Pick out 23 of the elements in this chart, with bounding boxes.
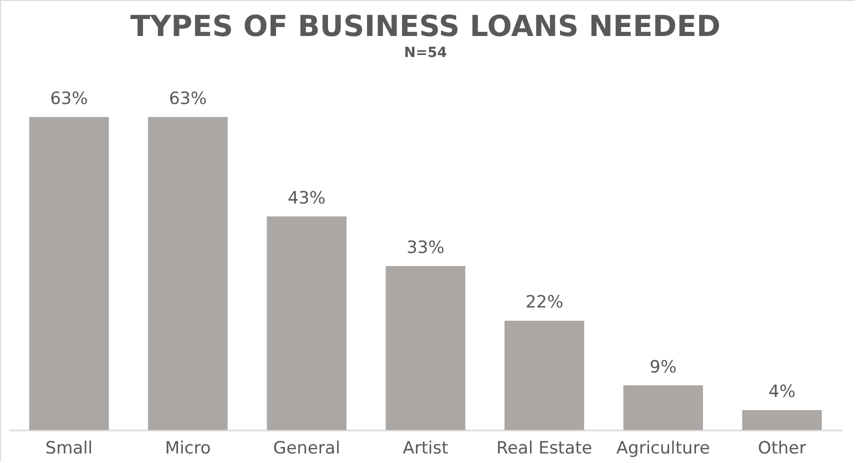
data-label: 22% (525, 292, 564, 313)
bar (29, 117, 109, 430)
bar (386, 266, 466, 430)
bar (623, 385, 703, 430)
x-tick-label: Micro (164, 438, 211, 458)
x-tick-label: Agriculture (616, 438, 710, 458)
bar (148, 117, 228, 430)
x-tick-label: Real Estate (496, 438, 592, 458)
bar (742, 410, 822, 430)
chart-title: TYPES OF BUSINESS LOANS NEEDED (130, 9, 721, 43)
data-label: 33% (406, 238, 444, 258)
data-label: 63% (50, 89, 88, 109)
data-label: 63% (168, 89, 207, 109)
x-tick-label: Small (45, 438, 93, 458)
bar (504, 320, 584, 430)
data-label: 9% (650, 357, 677, 378)
x-tick-label: Artist (402, 438, 449, 458)
x-tick-label: General (273, 438, 340, 458)
x-tick-label: Other (758, 438, 806, 458)
chart-subtitle: N=54 (404, 45, 448, 61)
data-label: 43% (288, 188, 326, 208)
bar (266, 216, 346, 430)
data-label: 4% (768, 382, 796, 402)
